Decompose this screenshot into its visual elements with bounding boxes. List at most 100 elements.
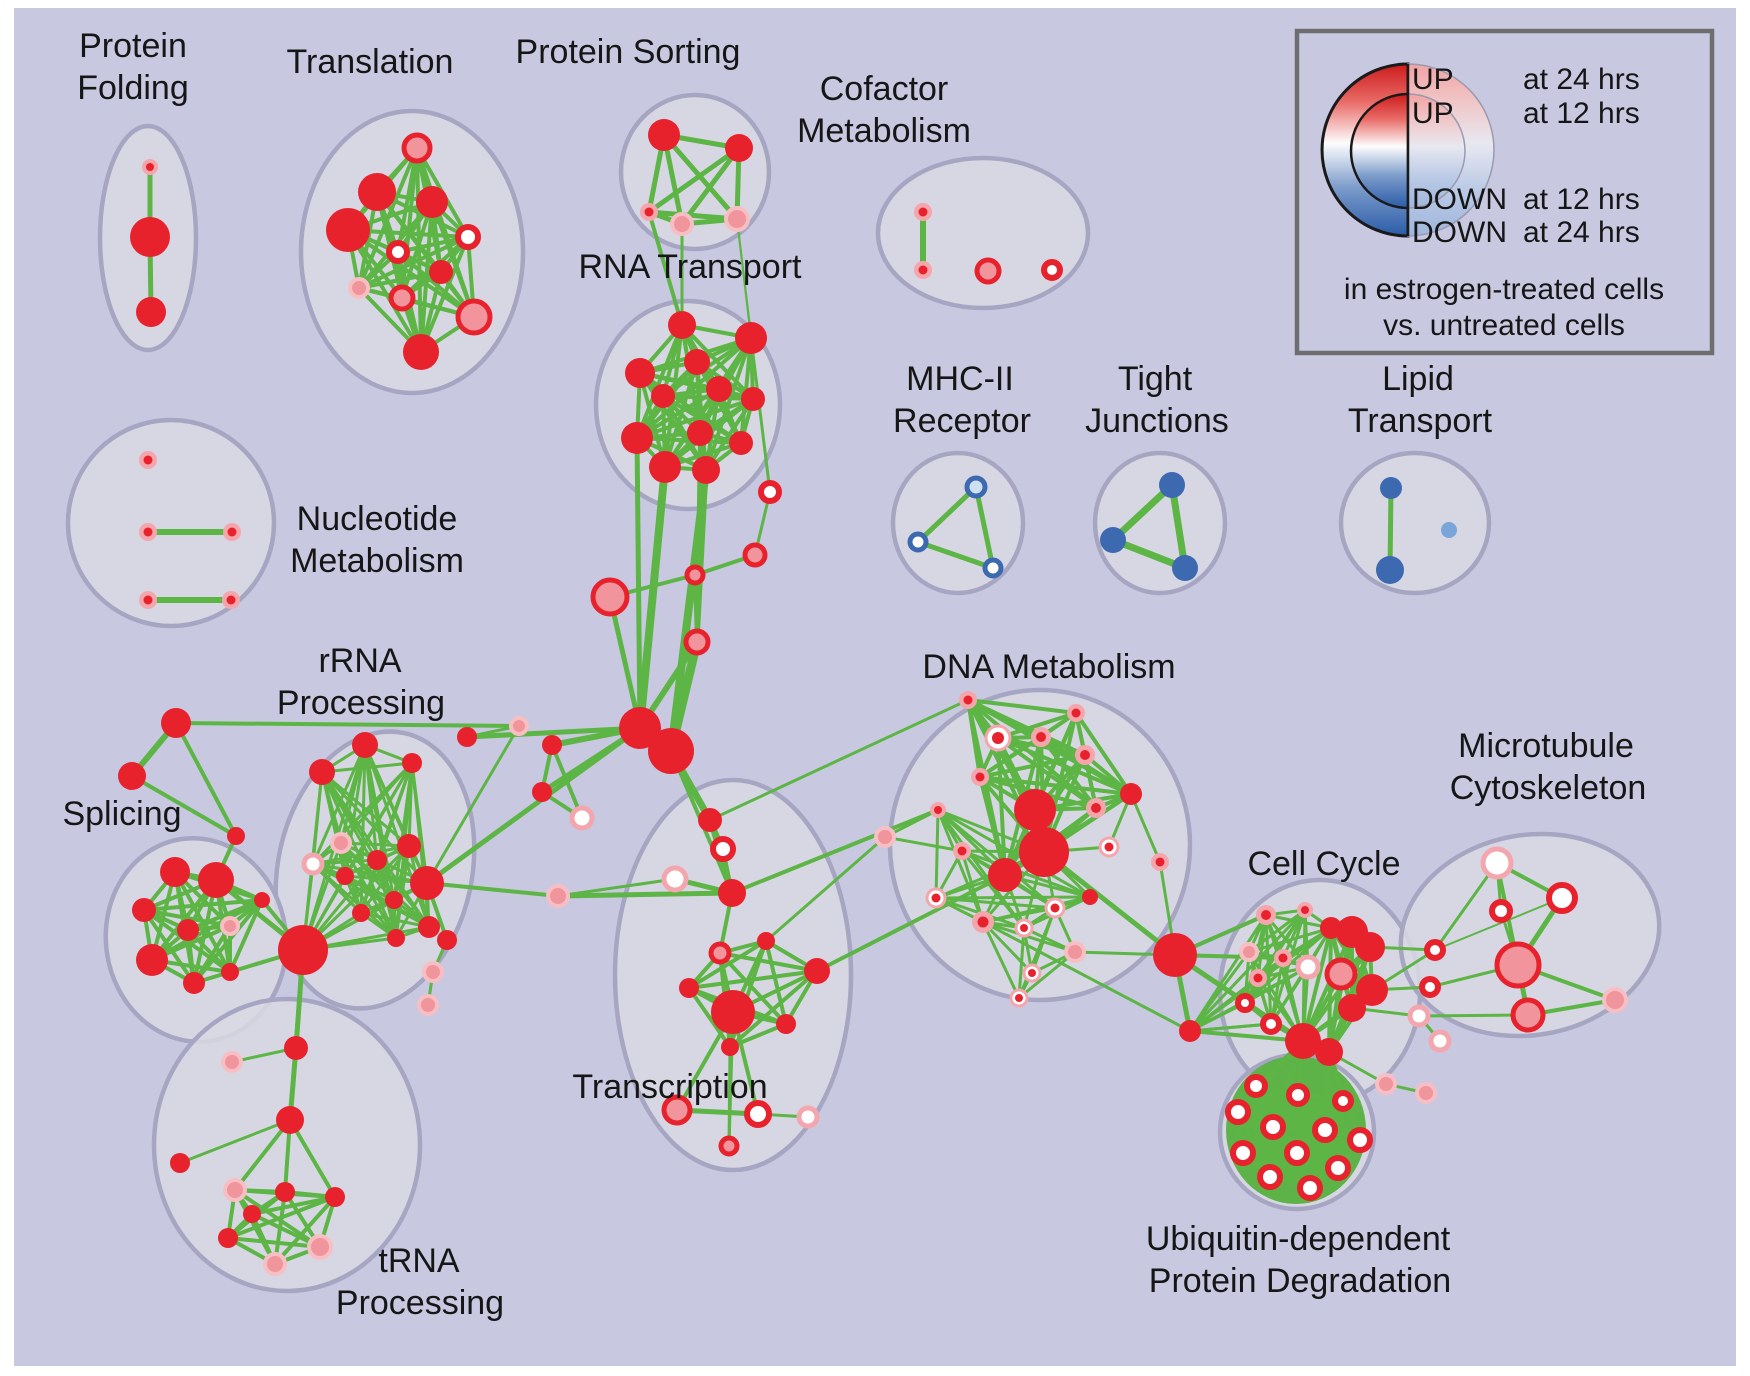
network-edge [981, 920, 1077, 954]
network-node-core-cf2 [918, 265, 928, 275]
network-node-tj2 [1100, 527, 1126, 553]
network-edge [636, 463, 669, 732]
network-node-ccr4 [1428, 1029, 1452, 1053]
network-node-ub4 [1312, 1117, 1338, 1143]
legend-row-2-label: DOWN [1412, 183, 1507, 216]
network-edge [934, 808, 940, 900]
cluster-label-1: Folding [77, 69, 189, 107]
network-edge [764, 939, 788, 1026]
network-node-trn4 [325, 1187, 345, 1207]
cluster-label-20: Microtubule [1458, 727, 1634, 765]
cluster-label-3: Protein Sorting [516, 33, 741, 71]
network-node-dm8 [1120, 783, 1142, 805]
network-node-trn5 [218, 1228, 238, 1248]
network-edge [233, 1118, 292, 1192]
cluster-ellipse-nucleotide-metabolism [65, 417, 277, 629]
network-node-core-nm1 [143, 455, 153, 465]
network-node-cc18 [1286, 1083, 1310, 1107]
network-node-trn8 [243, 1205, 261, 1223]
network-node-b2 [532, 782, 552, 802]
network-edge [936, 808, 985, 924]
network-node-dm17 [1064, 941, 1086, 963]
cluster-label-13: Lipid [1382, 360, 1454, 398]
network-edge [607, 594, 643, 731]
network-node-c2 [684, 564, 706, 586]
network-edge [1269, 956, 1285, 1026]
cluster-labels-layer: Protein Folding Translation Protein Sorting… [62, 27, 1646, 1322]
network-edge [936, 808, 1057, 910]
network-node-rr6 [336, 867, 354, 885]
network-edge [288, 948, 305, 1122]
legend-row-0-time: at 24 hrs [1523, 63, 1640, 96]
network-edge [419, 235, 470, 354]
network-node-tx8 [804, 958, 830, 984]
cluster-label-15: rRNA [318, 642, 401, 680]
network-node-b1 [542, 735, 562, 755]
network-node-tg2 [118, 762, 146, 790]
network-node-core-nm4 [143, 595, 153, 605]
network-node-tx3 [661, 865, 689, 893]
network-node-sp1 [160, 857, 190, 887]
network-node-rrA [410, 866, 444, 900]
network-edge [693, 468, 708, 577]
network-node-tx5 [546, 884, 570, 908]
network-node-cc15 [1285, 1023, 1321, 1059]
legend-box [1294, 28, 1715, 356]
network-edge [174, 721, 521, 728]
cluster-label-2: Translation [287, 43, 454, 81]
network-edge [661, 394, 755, 401]
network-node-rt10 [729, 431, 753, 455]
network-edge [687, 986, 732, 1049]
legend-inner-right-half [1407, 93, 1466, 209]
network-node-mh3 [982, 557, 1004, 579]
network-edge [1129, 792, 1162, 864]
cluster-label-8: Metabolism [290, 542, 464, 580]
cluster-label-12: Junctions [1085, 402, 1229, 440]
legend-footer-line2: vs. untreated cells [1383, 309, 1625, 342]
network-edge [960, 849, 1092, 899]
network-node-trn3 [275, 1182, 295, 1202]
network-node-core-cc1 [1261, 910, 1271, 920]
network-node-dmBig [1153, 933, 1197, 977]
network-edge [555, 890, 735, 899]
network-node-core-ps3 [644, 207, 654, 217]
network-node-pf3 [136, 297, 166, 327]
network-node-trn6 [307, 1234, 333, 1260]
network-node-ub5 [1347, 1127, 1373, 1153]
network-edge [981, 920, 1192, 1033]
network-node-ub9 [1257, 1164, 1283, 1190]
network-edge [915, 484, 979, 545]
network-node-mc1 [1480, 846, 1514, 880]
network-node-tg3 [227, 827, 245, 845]
network-node-rt3 [625, 358, 655, 388]
network-node-dm14 [1082, 889, 1098, 905]
network-edge [634, 435, 643, 731]
network-node-core-dm3 [1036, 732, 1046, 742]
network-node-cc14 [1260, 1013, 1282, 1035]
network-node-rrhub [278, 925, 328, 975]
network-node-sp8 [183, 972, 205, 994]
network-node-core-nm5 [226, 595, 236, 605]
network-node-rt5 [706, 376, 732, 402]
network-edge [635, 436, 743, 445]
network-edge [550, 743, 584, 820]
cluster-label-0: Protein [79, 27, 187, 65]
cluster-label-6: RNA Transport [579, 248, 803, 286]
network-node-c1 [683, 628, 711, 656]
legend-row-0-label: UP [1412, 63, 1454, 96]
network-edge [764, 835, 887, 943]
cluster-label-21: Cytoskeleton [1450, 769, 1647, 807]
cluster-label-10: Receptor [893, 402, 1031, 440]
network-node-lp1 [1380, 477, 1402, 499]
cluster-label-26: Protein Degradation [1149, 1262, 1451, 1300]
network-edge [1041, 849, 1178, 958]
network-node-rt8 [621, 422, 653, 454]
network-edge [359, 911, 431, 929]
network-node-ub7 [1284, 1140, 1310, 1166]
network-edge [1188, 1022, 1273, 1033]
network-edge [647, 210, 684, 327]
network-edge [1301, 926, 1333, 1043]
network-node-rr13 [437, 930, 457, 950]
network-edge [250, 1195, 337, 1216]
